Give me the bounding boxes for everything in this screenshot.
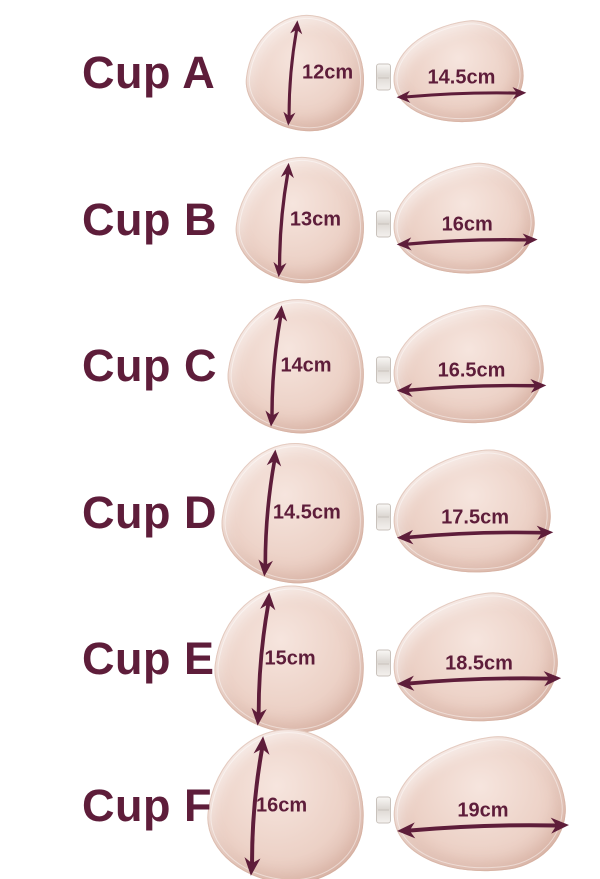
size-row-cup-f: Cup F 16cm 19cm [0, 719, 600, 879]
cup-size-label: Cup C [82, 340, 217, 392]
height-arrow-icon [265, 305, 287, 427]
height-arrow-icon [273, 162, 294, 277]
width-measurement: 19cm [457, 799, 509, 822]
size-row-cup-a: Cup A 12cm 14.5cm [0, 0, 600, 147]
height-arrow-icon [258, 449, 282, 577]
width-arrow-icon [396, 233, 538, 251]
cup-size-label: Cup E [82, 633, 215, 685]
height-measurement: 13cm [289, 208, 341, 231]
height-arrow-icon [244, 736, 270, 876]
cup-size-label: Cup B [82, 193, 217, 245]
height-measurement: 12cm [302, 61, 354, 84]
center-clasp [376, 210, 391, 238]
width-arrow-icon [396, 525, 554, 545]
center-clasp [376, 503, 391, 531]
size-row-cup-c: Cup C 14cm 16.5cm [0, 291, 600, 442]
center-clasp [376, 63, 391, 91]
size-row-cup-d: Cup D 14.5cm 17.5cm [0, 434, 600, 591]
width-arrow-icon [397, 817, 569, 839]
size-row-cup-b: Cup B 13cm 16cm [0, 147, 600, 294]
width-measurement: 14.5cm [427, 66, 496, 89]
width-measurement: 17.5cm [441, 506, 509, 529]
height-arrow-icon [283, 20, 303, 126]
width-arrow-icon [396, 379, 547, 398]
cup-size-label: Cup D [82, 486, 217, 538]
width-arrow-icon [396, 87, 527, 104]
width-measurement: 18.5cm [445, 652, 513, 675]
height-measurement: 15cm [264, 647, 316, 670]
cup-size-label: Cup F [82, 779, 212, 831]
height-measurement: 16cm [256, 794, 308, 817]
width-measurement: 16cm [441, 213, 493, 236]
height-measurement: 14.5cm [272, 501, 341, 524]
width-arrow-icon [396, 671, 562, 692]
height-measurement: 14cm [280, 354, 332, 377]
width-measurement: 16.5cm [437, 359, 506, 382]
height-arrow-icon [251, 592, 276, 726]
cup-size-label: Cup A [82, 47, 216, 99]
center-clasp [376, 796, 391, 824]
center-clasp [376, 356, 391, 384]
size-row-cup-e: Cup E 15cm 18.5cm [0, 577, 600, 742]
center-clasp [376, 649, 391, 677]
